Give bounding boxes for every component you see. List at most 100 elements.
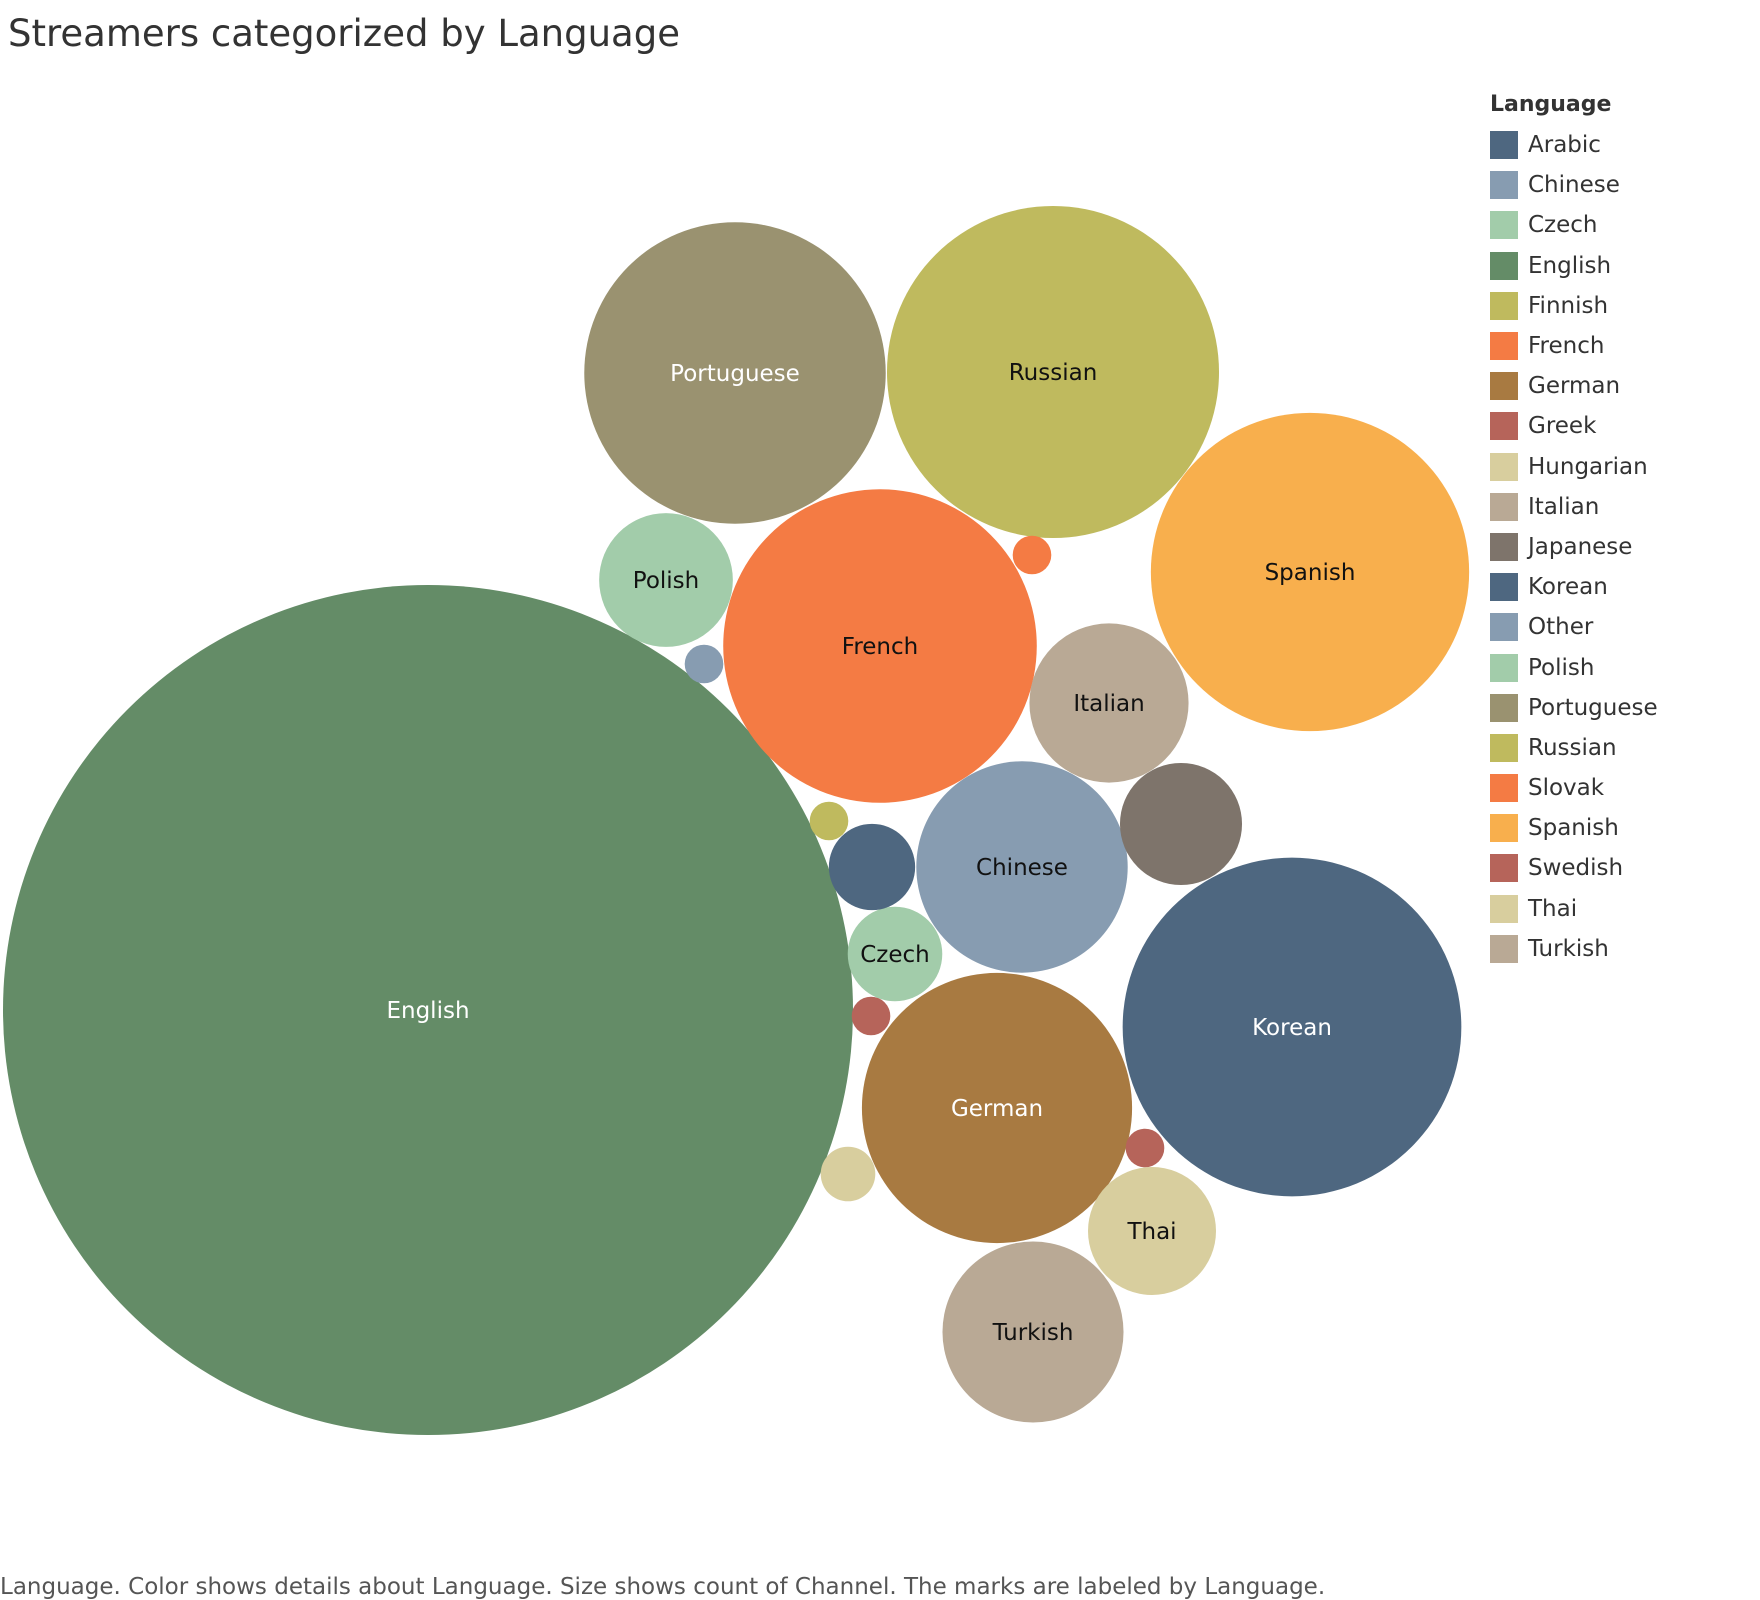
- legend-item-spanish[interactable]: Spanish: [1490, 808, 1658, 848]
- bubble-label-spanish: Spanish: [1265, 560, 1356, 586]
- legend-item-russian[interactable]: Russian: [1490, 728, 1658, 768]
- legend-label: Polish: [1528, 654, 1595, 681]
- legend-label: Arabic: [1528, 132, 1601, 159]
- legend-label: Czech: [1528, 212, 1598, 239]
- legend-label: German: [1528, 373, 1621, 400]
- bubble-french[interactable]: [723, 489, 1037, 803]
- legend-label: Hungarian: [1528, 453, 1648, 480]
- bubble-polish[interactable]: [599, 513, 733, 647]
- bubble-label-thai: Thai: [1126, 1219, 1176, 1245]
- bubble-label-german: German: [951, 1096, 1043, 1122]
- legend-item-hungarian[interactable]: Hungarian: [1490, 447, 1658, 487]
- legend-swatch: [1490, 492, 1518, 521]
- legend-swatch: [1490, 332, 1518, 361]
- bubble-russian[interactable]: [886, 205, 1220, 539]
- bubble-swedish[interactable]: [1125, 1128, 1165, 1168]
- bubble-label-english: English: [386, 998, 469, 1024]
- legend-label: Slovak: [1528, 775, 1605, 802]
- legend-label: Spanish: [1528, 815, 1619, 842]
- legend-swatch: [1490, 532, 1518, 561]
- bubble-finnish[interactable]: [809, 801, 849, 841]
- legend-swatch: [1490, 573, 1518, 602]
- legend-item-arabic[interactable]: Arabic: [1490, 125, 1658, 165]
- legend-label: Finnish: [1528, 292, 1609, 319]
- bubble-label-russian: Russian: [1009, 360, 1098, 386]
- bubble-label-korean: Korean: [1252, 1015, 1332, 1041]
- bubble-japanese[interactable]: [1119, 762, 1243, 886]
- legend-swatch: [1490, 613, 1518, 642]
- legend-swatch: [1490, 934, 1518, 963]
- legend-swatch: [1490, 894, 1518, 923]
- legend-item-german[interactable]: German: [1490, 366, 1658, 406]
- legend-item-slovak[interactable]: Slovak: [1490, 768, 1658, 808]
- bubble-german[interactable]: [861, 972, 1133, 1244]
- bubble-label-french: French: [842, 634, 918, 660]
- bubble-label-chinese: Chinese: [976, 855, 1068, 881]
- bubble-chart: English Korean Russian Spanish French Portugu…: [3, 205, 1470, 1435]
- bubble-greek[interactable]: [851, 996, 891, 1036]
- legend-swatch: [1490, 452, 1518, 481]
- legend-item-french[interactable]: French: [1490, 326, 1658, 366]
- legend-label: Chinese: [1528, 172, 1620, 199]
- legend-item-thai[interactable]: Thai: [1490, 889, 1658, 929]
- legend-item-chinese[interactable]: Chinese: [1490, 165, 1658, 205]
- bubble-english[interactable]: [3, 585, 853, 1435]
- legend-label: French: [1528, 333, 1605, 360]
- bubble-label-turkish: Turkish: [992, 1320, 1074, 1346]
- bubble-chinese[interactable]: [916, 761, 1128, 973]
- legend-item-swedish[interactable]: Swedish: [1490, 848, 1658, 888]
- legend-label: Korean: [1528, 574, 1608, 601]
- legend-item-finnish[interactable]: Finnish: [1490, 286, 1658, 326]
- legend-label: Other: [1528, 614, 1594, 641]
- bubble-spanish[interactable]: [1150, 412, 1470, 732]
- legend-label: Japanese: [1528, 533, 1633, 560]
- legend-item-polish[interactable]: Polish: [1490, 647, 1658, 687]
- legend-label: Greek: [1528, 413, 1597, 440]
- legend-swatch: [1490, 291, 1518, 320]
- legend-label: Turkish: [1528, 935, 1609, 962]
- legend-item-czech[interactable]: Czech: [1490, 205, 1658, 245]
- legend-items: Arabic Chinese Czech English Finnish French Ge…: [1490, 125, 1658, 969]
- legend-swatch: [1490, 412, 1518, 441]
- legend-swatch: [1490, 733, 1518, 762]
- legend-swatch: [1490, 693, 1518, 722]
- bubble-turkish[interactable]: [942, 1241, 1124, 1423]
- legend-swatch: [1490, 131, 1518, 160]
- bubble-arabic[interactable]: [828, 823, 916, 911]
- legend-item-portuguese[interactable]: Portuguese: [1490, 688, 1658, 728]
- bubble-label-polish: Polish: [633, 568, 699, 594]
- bubble-portuguese[interactable]: [584, 222, 886, 524]
- bubble-label-czech: Czech: [860, 942, 930, 968]
- legend-item-greek[interactable]: Greek: [1490, 406, 1658, 446]
- chart-caption: Language. Color shows details about Lang…: [0, 1574, 1326, 1600]
- bubble-italian[interactable]: [1029, 623, 1189, 783]
- bubble-hungarian[interactable]: [820, 1146, 876, 1202]
- legend-swatch: [1490, 251, 1518, 280]
- bubble-thai[interactable]: [1087, 1166, 1217, 1296]
- legend-swatch: [1490, 211, 1518, 240]
- bubble-czech[interactable]: [847, 906, 943, 1002]
- legend-swatch: [1490, 653, 1518, 682]
- legend-swatch: [1490, 854, 1518, 883]
- bubble-label-portuguese: Portuguese: [670, 361, 800, 387]
- legend-label: Italian: [1528, 493, 1600, 520]
- legend-label: English: [1528, 252, 1612, 279]
- bubble-other[interactable]: [684, 644, 724, 684]
- legend-item-japanese[interactable]: Japanese: [1490, 527, 1658, 567]
- legend-label: Swedish: [1528, 855, 1624, 882]
- legend-label: Portuguese: [1528, 694, 1658, 721]
- legend-item-italian[interactable]: Italian: [1490, 487, 1658, 527]
- chart-title: Streamers categorized by Language: [8, 12, 680, 55]
- legend-item-turkish[interactable]: Turkish: [1490, 929, 1658, 969]
- legend-swatch: [1490, 372, 1518, 401]
- bubble-slovak[interactable]: [1012, 535, 1052, 575]
- legend-swatch: [1490, 774, 1518, 803]
- legend-label: Russian: [1528, 734, 1617, 761]
- bubble-label-italian: Italian: [1073, 691, 1144, 717]
- legend-item-korean[interactable]: Korean: [1490, 567, 1658, 607]
- legend-item-other[interactable]: Other: [1490, 607, 1658, 647]
- legend: Language Arabic Chinese Czech English Finnis…: [1490, 92, 1658, 969]
- legend-swatch: [1490, 814, 1518, 843]
- legend-item-english[interactable]: English: [1490, 246, 1658, 286]
- bubble-korean[interactable]: [1122, 857, 1462, 1197]
